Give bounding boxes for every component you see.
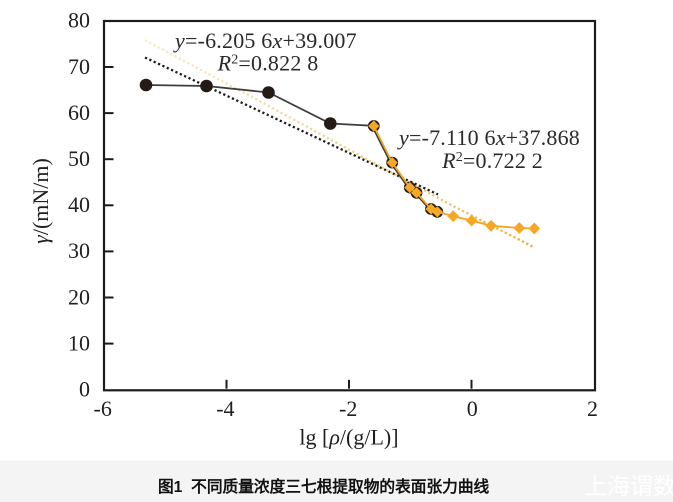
svg-text:30: 30 bbox=[68, 238, 90, 263]
svg-text:γ/(mN/m): γ/(mN/m) bbox=[28, 158, 53, 244]
svg-text:y=-7.110 6x+37.868: y=-7.110 6x+37.868 bbox=[397, 125, 580, 150]
svg-text:0: 0 bbox=[79, 377, 90, 402]
svg-text:y=-6.205 6x+39.007: y=-6.205 6x+39.007 bbox=[173, 28, 357, 53]
svg-text:60: 60 bbox=[68, 100, 90, 125]
svg-text:0: 0 bbox=[467, 396, 478, 421]
svg-text:lg [ρ/(g/L)]: lg [ρ/(g/L)] bbox=[299, 425, 398, 450]
svg-text:10: 10 bbox=[68, 330, 90, 355]
svg-text:上海谓数: 上海谓数 bbox=[584, 473, 673, 499]
svg-text:-2: -2 bbox=[339, 396, 357, 421]
svg-text:70: 70 bbox=[68, 54, 90, 79]
svg-text:R2=0.822 8: R2=0.822 8 bbox=[217, 51, 319, 76]
svg-text:R2=0.722 2: R2=0.722 2 bbox=[441, 148, 543, 173]
svg-text:图1 不同质量浓度三七根提取物的表面张力曲线: 图1 不同质量浓度三七根提取物的表面张力曲线 bbox=[158, 477, 490, 496]
svg-text:80: 80 bbox=[68, 8, 90, 33]
svg-text:-6: -6 bbox=[94, 396, 112, 421]
svg-text:50: 50 bbox=[68, 146, 90, 171]
svg-text:40: 40 bbox=[68, 192, 90, 217]
svg-text:20: 20 bbox=[68, 284, 90, 309]
svg-text:2: 2 bbox=[587, 396, 598, 421]
svg-text:-4: -4 bbox=[216, 396, 234, 421]
